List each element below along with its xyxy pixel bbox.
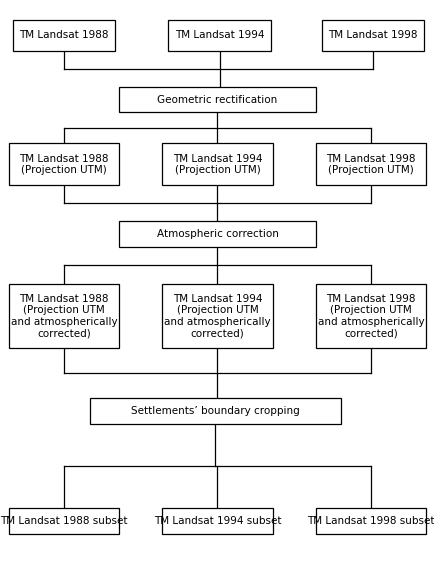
FancyBboxPatch shape — [9, 508, 119, 533]
Text: TM Landsat 1994: TM Landsat 1994 — [174, 30, 264, 40]
FancyBboxPatch shape — [315, 284, 425, 348]
Text: TM Landsat 1998: TM Landsat 1998 — [328, 30, 417, 40]
Text: TM Landsat 1994 subset: TM Landsat 1994 subset — [153, 516, 281, 525]
Text: TM Landsat 1988
(Projection UTM): TM Landsat 1988 (Projection UTM) — [19, 154, 109, 175]
Text: TM Landsat 1998
(Projection UTM): TM Landsat 1998 (Projection UTM) — [326, 154, 415, 175]
Text: Settlements’ boundary cropping: Settlements’ boundary cropping — [131, 406, 299, 416]
Text: TM Landsat 1994
(Projection UTM
and atmospherically
corrected): TM Landsat 1994 (Projection UTM and atmo… — [164, 293, 270, 339]
FancyBboxPatch shape — [13, 19, 115, 50]
FancyBboxPatch shape — [321, 19, 423, 50]
FancyBboxPatch shape — [315, 508, 425, 533]
FancyBboxPatch shape — [89, 398, 340, 424]
FancyBboxPatch shape — [9, 284, 119, 348]
FancyBboxPatch shape — [162, 508, 272, 533]
FancyBboxPatch shape — [168, 19, 270, 50]
Text: TM Landsat 1998
(Projection UTM
and atmospherically
corrected): TM Landsat 1998 (Projection UTM and atmo… — [317, 293, 423, 339]
FancyBboxPatch shape — [9, 143, 119, 186]
FancyBboxPatch shape — [119, 221, 315, 247]
Text: TM Landsat 1988
(Projection UTM
and atmospherically
corrected): TM Landsat 1988 (Projection UTM and atmo… — [11, 293, 117, 339]
Text: Geometric rectification: Geometric rectification — [157, 95, 277, 104]
Text: TM Landsat 1988 subset: TM Landsat 1988 subset — [0, 516, 128, 525]
FancyBboxPatch shape — [162, 143, 272, 186]
Text: Atmospheric correction: Atmospheric correction — [156, 229, 278, 240]
Text: TM Landsat 1998 subset: TM Landsat 1998 subset — [306, 516, 434, 525]
Text: TM Landsat 1994
(Projection UTM): TM Landsat 1994 (Projection UTM) — [172, 154, 262, 175]
FancyBboxPatch shape — [162, 284, 272, 348]
FancyBboxPatch shape — [315, 143, 425, 186]
Text: TM Landsat 1988: TM Landsat 1988 — [19, 30, 109, 40]
FancyBboxPatch shape — [119, 87, 315, 112]
